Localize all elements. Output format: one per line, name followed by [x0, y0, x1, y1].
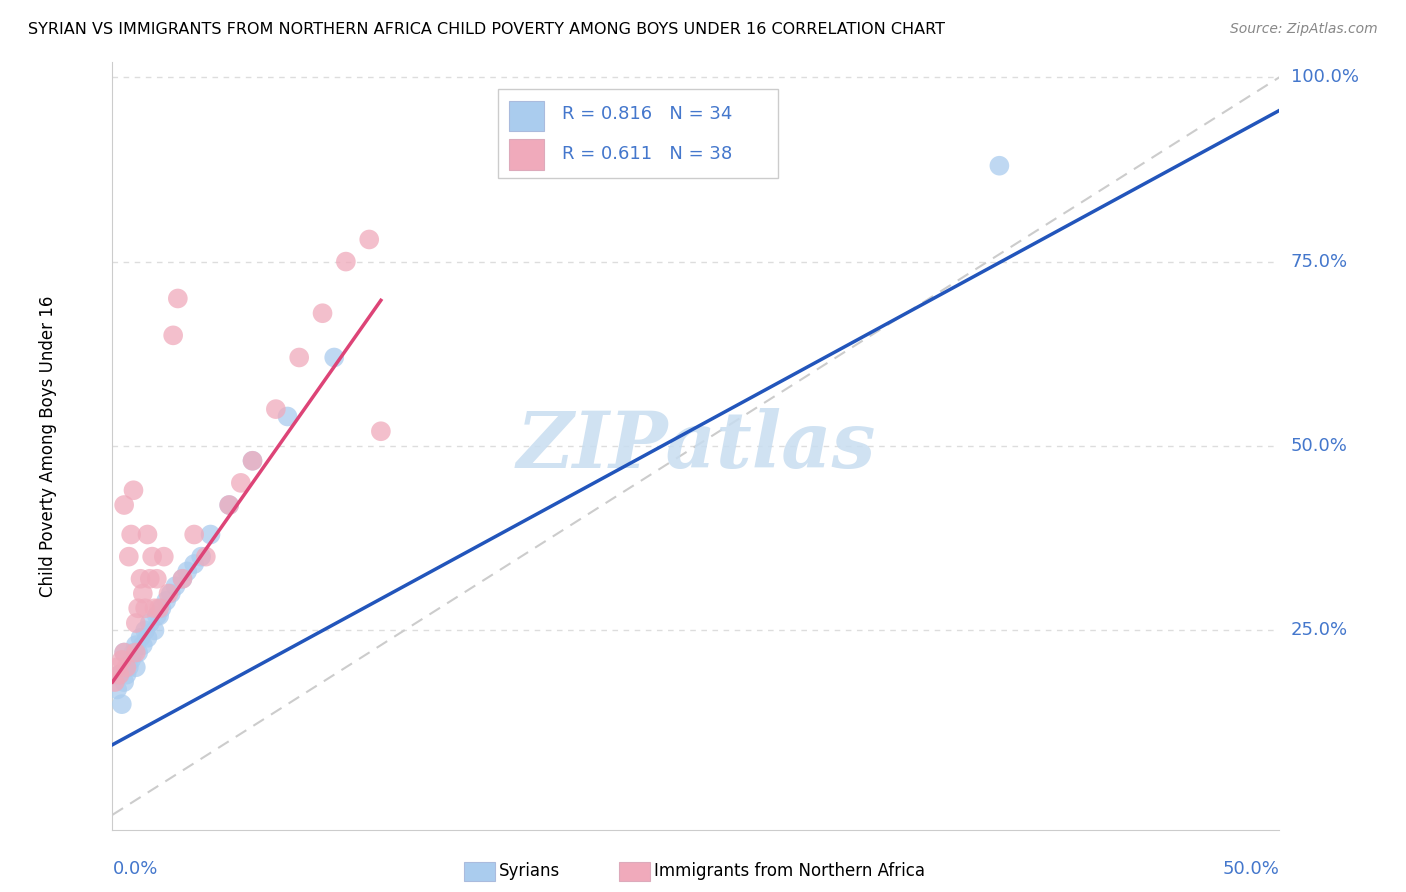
Point — [218, 498, 240, 512]
Point — [183, 557, 205, 571]
Point — [129, 631, 152, 645]
Point — [242, 454, 264, 468]
Point — [115, 667, 138, 681]
Point — [112, 498, 135, 512]
Point — [127, 646, 149, 660]
Point — [370, 424, 392, 438]
Text: R = 0.816   N = 34: R = 0.816 N = 34 — [562, 105, 733, 123]
Point — [218, 498, 240, 512]
Point — [122, 646, 145, 660]
Point — [134, 624, 156, 638]
Point — [118, 660, 141, 674]
Point — [150, 601, 173, 615]
Point — [148, 601, 170, 615]
Text: 50.0%: 50.0% — [1291, 437, 1347, 455]
Point — [176, 565, 198, 579]
Point — [120, 527, 142, 541]
Point — [148, 608, 170, 623]
Point — [108, 667, 131, 681]
Point — [988, 159, 1011, 173]
Text: Child Poverty Among Boys Under 16: Child Poverty Among Boys Under 16 — [39, 295, 58, 597]
Point — [194, 549, 217, 564]
Point — [111, 697, 134, 711]
FancyBboxPatch shape — [498, 89, 778, 178]
Point — [155, 594, 177, 608]
Point — [125, 615, 148, 630]
Point — [115, 660, 138, 674]
Point — [112, 646, 135, 660]
Point — [162, 328, 184, 343]
Point — [172, 572, 194, 586]
Point — [120, 653, 142, 667]
Point — [129, 572, 152, 586]
Point — [134, 601, 156, 615]
Text: ZIPatlas: ZIPatlas — [516, 408, 876, 484]
Point — [125, 638, 148, 652]
Text: R = 0.611   N = 38: R = 0.611 N = 38 — [562, 145, 733, 163]
Point — [264, 402, 287, 417]
Text: 100.0%: 100.0% — [1291, 68, 1358, 87]
Point — [276, 409, 298, 424]
Point — [200, 527, 222, 541]
Point — [160, 586, 183, 600]
Point — [111, 653, 134, 667]
Point — [157, 586, 180, 600]
Point — [127, 601, 149, 615]
Text: 25.0%: 25.0% — [1291, 622, 1348, 640]
Point — [125, 646, 148, 660]
Point — [359, 232, 381, 246]
Point — [141, 549, 163, 564]
Text: Source: ZipAtlas.com: Source: ZipAtlas.com — [1230, 22, 1378, 37]
Point — [143, 624, 166, 638]
Text: 0.0%: 0.0% — [112, 860, 157, 878]
Point — [165, 579, 187, 593]
Point — [139, 615, 162, 630]
Point — [183, 527, 205, 541]
Text: 75.0%: 75.0% — [1291, 252, 1348, 270]
Point — [105, 682, 128, 697]
Point — [112, 675, 135, 690]
Point — [143, 601, 166, 615]
Text: Immigrants from Northern Africa: Immigrants from Northern Africa — [654, 863, 925, 880]
Point — [112, 646, 135, 660]
Point — [139, 572, 162, 586]
Point — [146, 572, 169, 586]
Point — [153, 549, 176, 564]
Point — [190, 549, 212, 564]
Point — [118, 549, 141, 564]
Point — [323, 351, 346, 365]
Point — [122, 483, 145, 498]
Point — [125, 660, 148, 674]
Point — [172, 572, 194, 586]
Point — [229, 475, 252, 490]
Point — [136, 631, 159, 645]
Text: 50.0%: 50.0% — [1223, 860, 1279, 878]
FancyBboxPatch shape — [509, 139, 544, 169]
Text: SYRIAN VS IMMIGRANTS FROM NORTHERN AFRICA CHILD POVERTY AMONG BOYS UNDER 16 CORR: SYRIAN VS IMMIGRANTS FROM NORTHERN AFRIC… — [28, 22, 945, 37]
FancyBboxPatch shape — [509, 101, 544, 131]
Point — [136, 527, 159, 541]
Point — [132, 586, 155, 600]
Point — [104, 675, 127, 690]
Point — [288, 351, 311, 365]
Text: Syrians: Syrians — [499, 863, 561, 880]
Point — [105, 660, 128, 674]
Point — [132, 638, 155, 652]
Point — [146, 608, 169, 623]
Point — [166, 292, 188, 306]
Point — [108, 667, 131, 681]
Point — [335, 254, 357, 268]
Point — [311, 306, 333, 320]
Point — [242, 454, 264, 468]
